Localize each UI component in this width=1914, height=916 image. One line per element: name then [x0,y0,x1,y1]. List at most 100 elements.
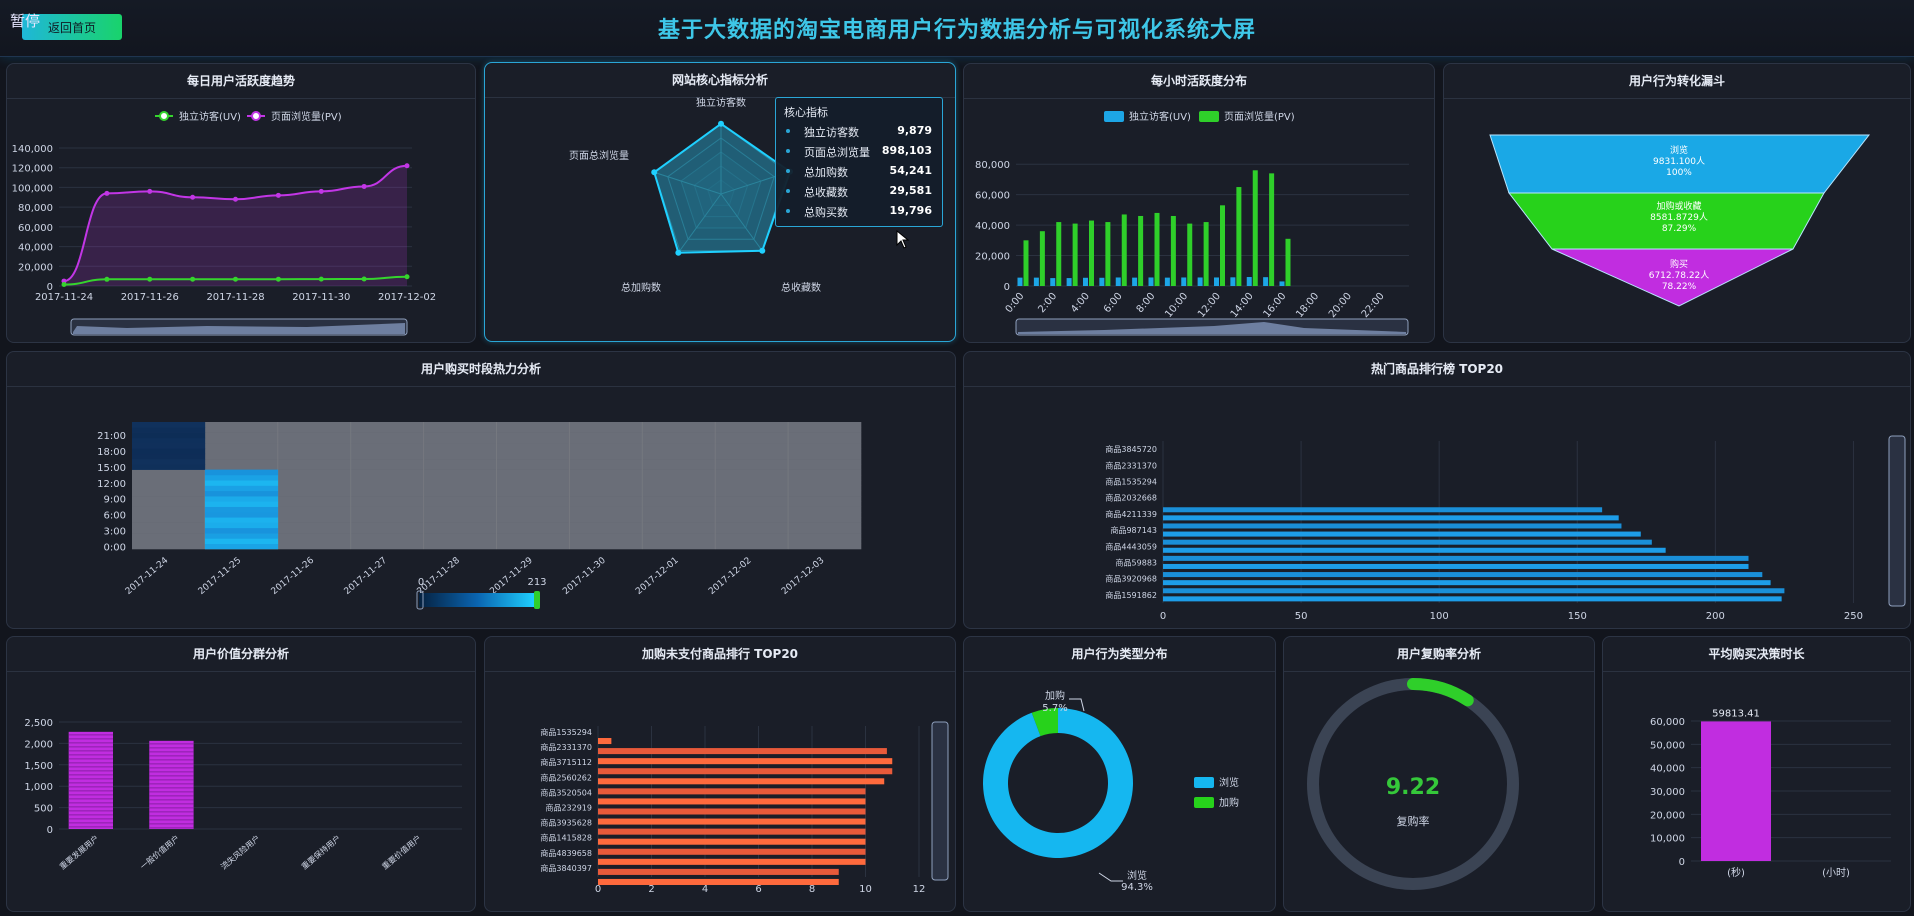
heat-cell [496,501,570,507]
heat-cell-active [132,464,206,470]
pv-bar [1023,240,1029,286]
repurchase-gauge[interactable] [1284,637,1594,911]
x-tick-label: (秒) [1727,866,1745,879]
heat-cell [423,469,497,476]
cart-unpaid-bar [598,808,866,815]
tooltip-row: 独立访客数 9,879 [782,122,936,142]
panel-hourly: 每小时活跃度分布 0 20,000 40,000 60,000 80,000 0:00 2:… [963,63,1435,343]
x-tick-label: (小时) [1822,867,1850,879]
heat-cell-active [132,427,206,433]
heat-cell [569,511,643,518]
y-tick-label: 80,000 [18,203,53,214]
heat-cell [642,469,716,476]
heat-cell [715,443,789,449]
uv-point [147,276,153,282]
pv-bar [1203,222,1209,286]
heat-cell [715,533,789,539]
heat-cell [277,432,351,439]
legend-swatch [1199,111,1219,122]
heat-cell [350,469,424,476]
y-tick-label: 商品3520504 [540,787,592,797]
decision-chart[interactable]: 0 10,000 20,000 30,000 40,000 50,000 60,000 598… [1603,637,1910,911]
panel-decision-time: 平均购买决策时长 0 10,000 20,000 30,000 40,000 50,000… [1602,636,1911,912]
top20-chart[interactable]: 0 50 100 150 200 250 商品3845720 商品2331370 商品15352… [964,352,1910,628]
repurchase-rate-label: 复购率 [1396,815,1430,828]
cart-unpaid-bar [598,858,866,865]
heat-cell [423,448,497,455]
heat-cell [642,427,716,433]
pv-bar [1236,187,1242,286]
y-tick-label: 商品3845720 [1105,444,1157,454]
x-tick-label: 2017-12-03 [780,556,827,597]
heat-cell [423,527,497,534]
heat-cell [715,490,789,497]
pause-label[interactable]: 暂停 [10,12,41,30]
label-line [1098,872,1123,882]
heat-cell [132,474,206,481]
heat-cell [277,459,351,465]
y-tick-label: 商品4839658 [540,848,592,858]
heat-cell [715,474,789,481]
x-tick-label: 0:00 [1004,291,1027,315]
heat-cell [496,496,570,502]
heat-cell [350,427,424,433]
heat-cell [569,501,643,507]
tooltip-label: 总收藏数 [804,186,848,199]
legend-label: 独立访客(UV) [1129,110,1191,123]
heat-cell [350,453,424,460]
x-tick-label: 2 [648,884,654,895]
uv-point [318,276,324,282]
cart-unpaid-bar [598,758,893,765]
legend-label: 页面浏览量(PV) [1224,110,1295,123]
heat-cell [715,485,789,492]
heat-cell [423,485,497,492]
heatmap-chart[interactable]: 0:00 3:00 6:00 9:00 12:00 15:00 18:00 21:00 2017… [7,352,955,628]
pv-bar [1154,212,1160,286]
pie-label-percent: 94.3% [1121,882,1153,893]
y-tick-label: 20,000 [18,262,53,273]
heat-cell [496,427,570,433]
heat-cell [788,533,862,539]
vertical-zoom-slider [1888,435,1906,607]
heat-cell [788,527,862,534]
heat-cell [642,422,716,428]
heat-cell [132,527,206,534]
x-tick-label: 2017-11-30 [292,292,350,303]
x-tick-label: 250 [1844,611,1863,622]
heat-cell [132,522,206,529]
radar-indicator-label: 总收藏数 [781,281,821,294]
heat-cell-active [204,474,279,481]
cart-unpaid-bar [598,738,612,745]
value-group-chart[interactable]: 0 500 1,000 1,500 2,000 2,500 重要发展用户 一般价值用户 流失风险… [7,637,475,911]
heat-cell [569,543,643,550]
daily-chart[interactable]: 0 20,000 40,000 60,000 80,000 100,000 120,000 1… [7,64,475,342]
funnel-stage-value: 9831.100人 [1653,156,1705,167]
hourly-chart[interactable]: 0 20,000 40,000 60,000 80,000 0:00 2:00 4:00 6:0… [964,64,1434,342]
uv-point [275,276,281,282]
top20-bar [1163,588,1785,594]
uv-bar [1230,277,1236,286]
heat-cell [715,422,789,428]
cart-unpaid-bar [598,818,866,825]
uv-point [361,276,367,282]
x-tick-label: 10 [859,884,872,895]
heat-cell [423,538,497,545]
heat-cell [277,517,351,523]
top20-bar [1163,572,1763,578]
heat-cell [423,459,497,465]
radar-indicator-label: 页面总浏览量 [569,149,629,162]
uv-bar [1279,281,1285,286]
back-home-button[interactable]: 返回首页 [22,14,122,40]
y-tick-label: 商品3715112 [540,757,592,767]
top20-bar [1163,555,1749,561]
heat-cell [569,517,643,523]
heat-cell [423,453,497,460]
heat-cell [715,506,789,513]
heat-cell [496,533,570,539]
cart-unpaid-chart[interactable]: 0 2 4 6 8 10 12 商品1535294 商品2331370 商品3715112 商品25… [485,637,955,911]
heat-cell [569,527,643,534]
heat-cell [350,459,424,465]
